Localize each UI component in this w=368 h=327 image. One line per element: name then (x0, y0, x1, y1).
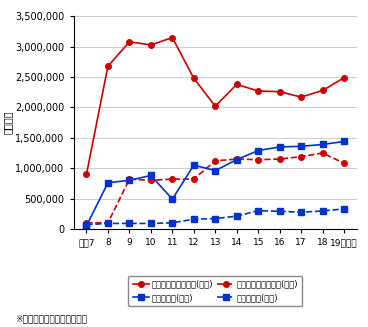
電子計算機付属装置(輸出) (192, 76, 196, 80)
ビデオ機器(輸入) (127, 221, 132, 225)
電子計算機付属装置(輸入) (299, 155, 303, 159)
ビデオ機器(輸入) (213, 216, 217, 220)
電子計算機付属装置(輸入) (127, 177, 132, 181)
電子計算機付属装置(輸出) (277, 90, 282, 94)
電子計算機付属装置(輸出) (127, 40, 132, 44)
電子計算機付属装置(輸出) (342, 76, 346, 80)
電子計算機付属装置(輸出) (321, 89, 325, 93)
ビデオ機器(輸出) (256, 148, 261, 152)
Line: 電子計算機付属装置(輸入): 電子計算機付属装置(輸入) (84, 150, 347, 226)
ビデオ機器(輸入) (106, 221, 110, 225)
ビデオ機器(輸出) (170, 197, 174, 201)
電子計算機付属装置(輸出) (170, 36, 174, 40)
ビデオ機器(輸出) (213, 169, 217, 173)
電子計算機付属装置(輸入) (213, 159, 217, 163)
電子計算機付属装置(輸入) (256, 158, 261, 162)
ビデオ機器(輸出) (342, 140, 346, 144)
ビデオ機器(輸出) (192, 163, 196, 167)
電子計算機付属装置(輸出) (84, 172, 89, 176)
Legend: 電子計算機付属装置(輸出), ビデオ機器(輸出), 電子計算機付属装置(輸入), ビデオ機器(輸入): 電子計算機付属装置(輸出), ビデオ機器(輸出), 電子計算機付属装置(輸入),… (128, 276, 302, 306)
電子計算機付属装置(輸出) (106, 64, 110, 68)
電子計算機付属装置(輸入) (106, 221, 110, 225)
ビデオ機器(輸入) (342, 207, 346, 211)
電子計算機付属装置(輸入) (84, 221, 89, 225)
電子計算機付属装置(輸入) (234, 157, 239, 161)
ビデオ機器(輸入) (192, 217, 196, 221)
電子計算機付属装置(輸出) (256, 89, 261, 93)
Y-axis label: （千円）: （千円） (3, 111, 13, 134)
ビデオ機器(輸出) (321, 143, 325, 146)
電子計算機付属装置(輸入) (192, 177, 196, 181)
ビデオ機器(輸入) (234, 214, 239, 218)
ビデオ機器(輸出) (106, 181, 110, 185)
電子計算機付属装置(輸出) (234, 82, 239, 86)
電子計算機付属装置(輸出) (213, 104, 217, 108)
ビデオ機器(輸出) (234, 158, 239, 162)
ビデオ機器(輸出) (127, 178, 132, 182)
ビデオ機器(輸入) (84, 223, 89, 227)
電子計算機付属装置(輸入) (170, 177, 174, 181)
電子計算機付属装置(輸入) (277, 157, 282, 161)
ビデオ機器(輸入) (321, 209, 325, 213)
電子計算機付属装置(輸入) (149, 178, 153, 182)
Line: 電子計算機付属装置(輸出): 電子計算機付属装置(輸出) (84, 35, 347, 177)
電子計算機付属装置(輸出) (149, 43, 153, 47)
ビデオ機器(輸出) (149, 174, 153, 178)
電子計算機付属装置(輸入) (342, 161, 346, 165)
ビデオ機器(輸入) (277, 209, 282, 213)
ビデオ機器(輸入) (149, 221, 153, 225)
ビデオ機器(輸入) (299, 210, 303, 214)
ビデオ機器(輸入) (256, 209, 261, 213)
ビデオ機器(輸出) (277, 145, 282, 149)
電子計算機付属装置(輸出) (299, 95, 303, 99)
Line: ビデオ機器(輸出): ビデオ機器(輸出) (84, 139, 347, 229)
ビデオ機器(輸出) (84, 224, 89, 228)
Text: ※　実線は輸出、点線は輸入: ※ 実線は輸出、点線は輸入 (15, 315, 87, 324)
Line: ビデオ機器(輸入): ビデオ機器(輸入) (84, 206, 347, 227)
ビデオ機器(輸出) (299, 144, 303, 148)
ビデオ機器(輸入) (170, 221, 174, 225)
電子計算機付属装置(輸入) (321, 151, 325, 155)
